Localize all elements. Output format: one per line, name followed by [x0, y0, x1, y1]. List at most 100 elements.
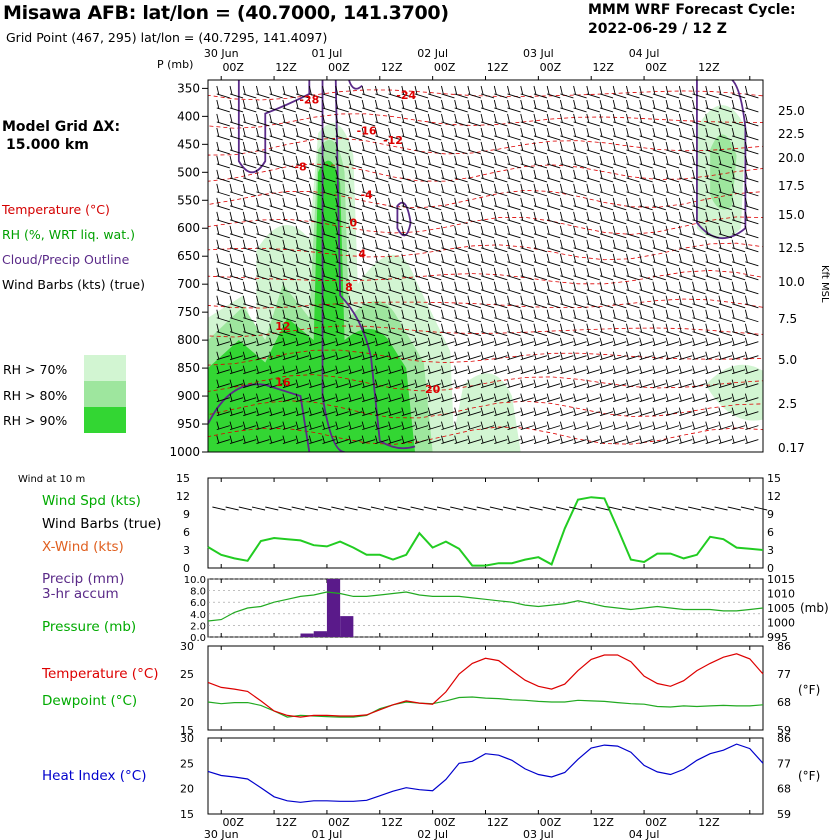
wind-barb: [309, 135, 323, 141]
wind-barb: [665, 233, 680, 239]
wind-barb: [269, 191, 283, 197]
wind-barb-flag: [322, 225, 325, 235]
wind-barb: [362, 275, 376, 281]
wind-barb-flag: [216, 295, 220, 305]
precip-tick-label: 2.0: [190, 621, 206, 632]
wind-barb: [428, 331, 442, 337]
wind-barb-flag: [533, 169, 537, 179]
wind-barb: [256, 191, 270, 197]
wind-barb: [745, 205, 759, 211]
wind-barb: [533, 149, 548, 155]
wind-barb: [414, 149, 429, 155]
wind-barb: [282, 135, 297, 141]
wind-barb-flag: [678, 183, 682, 193]
wind-barb-flag: [652, 295, 656, 305]
wind-barb-flag: [295, 267, 299, 277]
wind-barb-flag: [480, 211, 484, 221]
wind-barb-flag: [744, 141, 748, 151]
wind-barb-flag: [242, 309, 246, 319]
wind-barb-flag: [744, 365, 748, 374]
wind-barb: [533, 93, 548, 99]
wind-barb: [216, 107, 230, 113]
temperature-contour-label: 4: [358, 247, 366, 260]
wind-barb: [216, 163, 230, 169]
wind-barb-flag: [665, 309, 669, 319]
wind-barb: [560, 261, 574, 267]
wind-barb-flag: [718, 281, 722, 291]
wind-barb: [256, 247, 270, 253]
wind-barb-flag: [612, 421, 616, 430]
surface-wind-barb: [714, 506, 728, 511]
wind-barb-flag: [744, 421, 748, 430]
wind-barb-flag: [361, 197, 365, 207]
wind-barb-flag: [718, 183, 722, 193]
wind-barb-flag: [612, 197, 616, 207]
wind-barb: [520, 219, 534, 225]
wind-barb-flag: [229, 407, 233, 416]
wind-barb: [718, 303, 733, 309]
wind-barb-flag: [493, 365, 497, 374]
wind-barb-flag: [705, 155, 709, 165]
wind-barb: [626, 191, 640, 197]
wind-barb: [375, 93, 389, 99]
wind-barb-flag: [441, 393, 444, 402]
wind-barb: [745, 107, 759, 113]
legend-wind-speed: Wind Spd (kts): [42, 493, 141, 509]
wind-barb: [322, 261, 336, 267]
wind-barb: [639, 205, 653, 211]
wind-barb-flag: [414, 239, 418, 249]
wind-barb: [520, 149, 534, 155]
wind-barb-flag: [269, 183, 273, 193]
wind-barb-flag: [573, 197, 577, 207]
chart-title: Misawa AFB: lat/lon = (40.7000, 141.3700…: [3, 2, 449, 24]
wind-barb-flag: [322, 253, 325, 263]
wind-barb-flag: [718, 197, 722, 207]
time-tick-label-bottom: 00Z: [540, 816, 562, 829]
wind-barb: [348, 93, 363, 99]
wind-barb: [732, 149, 746, 155]
wind-barb: [375, 177, 389, 183]
pressure-tick-label: 650: [177, 249, 200, 263]
wind-barb-flag: [414, 211, 418, 221]
wind-barb-flag: [718, 351, 722, 360]
wind-barb: [375, 317, 389, 323]
wind-barb: [665, 317, 680, 323]
wind-barb-flag: [454, 435, 458, 444]
date-label-top: 30 Jun: [204, 47, 239, 60]
wind-barb: [732, 219, 746, 225]
wind-barb: [441, 275, 455, 281]
wind-barb-flag: [388, 197, 392, 207]
time-tick-label-bottom: 00Z: [434, 816, 456, 829]
model-grid-value: 15.000 km: [6, 137, 89, 153]
wind-barb-flag: [361, 365, 365, 374]
wind-barb-flag: [626, 309, 629, 319]
wind-barb-flag: [414, 141, 418, 151]
wind-barb-flag: [427, 393, 431, 402]
wind-barb: [705, 233, 719, 239]
wind-barb-flag: [705, 99, 709, 109]
pressure-tick-label-right: 1015: [767, 573, 795, 586]
pressure-tick-label-right: 1010: [767, 588, 795, 601]
wind-barb: [547, 93, 561, 99]
wind-barb-flag: [361, 407, 365, 416]
wind-barb-flag: [374, 253, 378, 263]
wind-barb: [732, 121, 746, 127]
wind-barb-flag: [388, 99, 392, 109]
wind-barb-flag: [493, 169, 497, 179]
wind-barb: [679, 107, 693, 113]
wind-barb-flag: [639, 141, 643, 151]
wind-barb-flag: [520, 323, 524, 333]
wind-barb-flag: [626, 113, 629, 123]
wind-barb-flag: [454, 113, 458, 123]
kft-tick-label: 20.0: [778, 151, 805, 165]
wind-barb: [626, 177, 640, 183]
wind-barb: [348, 331, 363, 337]
pressure-axis-unit: (mb): [800, 601, 829, 615]
wind-barb-flag: [441, 183, 444, 193]
wind-barb: [348, 289, 363, 295]
wind-barb-flag: [467, 211, 471, 221]
wind-barb-flag: [441, 197, 444, 207]
wind-barb-flag: [639, 295, 643, 305]
wind-barb-flag: [467, 155, 471, 165]
wind-barb-flag: [652, 421, 656, 430]
